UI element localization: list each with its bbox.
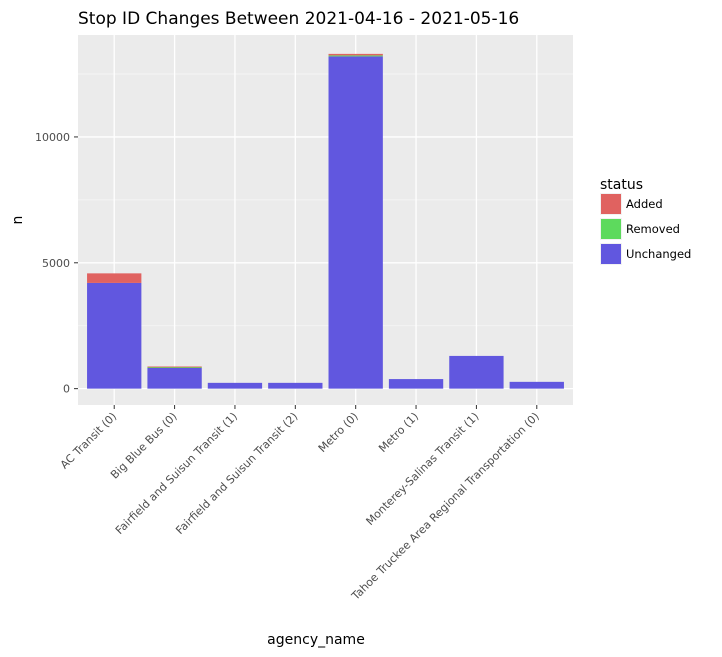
bar-added-4 (328, 53, 383, 56)
bar-unchanged-6 (449, 355, 504, 389)
bar-added-1 (147, 366, 202, 368)
legend-label-removed: Removed (626, 222, 680, 236)
x-axis: AC Transit (0)Big Blue Bus (0)Fairfield … (58, 405, 542, 603)
legend-label-unchanged: Unchanged (626, 247, 691, 261)
bar-unchanged-4 (328, 56, 383, 389)
legend-key-added (601, 194, 621, 214)
bars (87, 53, 564, 389)
legend-key-unchanged (601, 244, 621, 264)
bar-added-0 (87, 273, 142, 283)
legend-key-removed (601, 219, 621, 239)
legend-title: status (600, 177, 643, 193)
legend: status Added Removed Unchanged (600, 177, 691, 265)
x-tick-label: Monterey-Salinas Transit (1) (364, 410, 482, 528)
x-tick-label: Fairfield and Suisun Transit (1) (113, 410, 240, 537)
bar-unchanged-5 (388, 379, 444, 389)
y-axis-title: n (10, 216, 26, 225)
minor-gridlines (78, 73, 573, 327)
bar-unchanged-0 (87, 282, 142, 389)
y-axis: 0 5000 10000 (35, 131, 78, 396)
legend-label-added: Added (626, 197, 663, 211)
x-tick-label: Fairfield and Suisun Transit (2) (173, 410, 300, 537)
y-tick-label: 5000 (42, 257, 70, 270)
chart-title: Stop ID Changes Between 2021-04-16 - 202… (78, 9, 519, 29)
x-tick-label: Metro (0) (316, 410, 361, 455)
bar-removed-1 (147, 366, 202, 368)
bar-unchanged-3 (268, 382, 323, 389)
x-tick-label: AC Transit (0) (58, 410, 120, 472)
bar-removed-4 (328, 55, 383, 57)
y-tick-label: 0 (63, 383, 70, 396)
x-tick-label: Metro (1) (376, 410, 421, 455)
bar-unchanged-2 (207, 382, 263, 389)
y-tick-label: 10000 (35, 131, 70, 144)
plot-panel (78, 35, 573, 405)
x-axis-title: agency_name (267, 632, 365, 648)
bar-unchanged-1 (147, 368, 202, 389)
bar-unchanged-7 (509, 381, 564, 389)
